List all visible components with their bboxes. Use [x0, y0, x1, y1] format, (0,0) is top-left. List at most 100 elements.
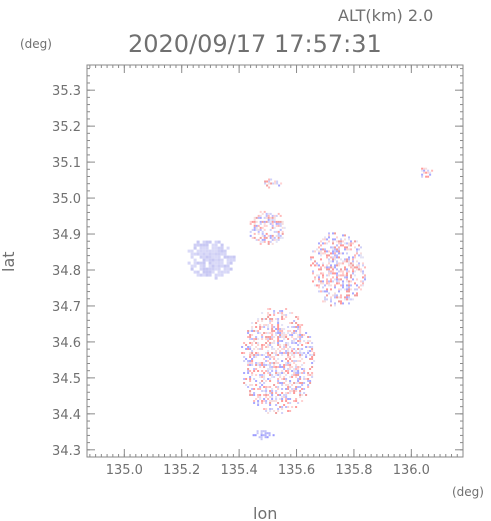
echo-cell — [273, 214, 276, 217]
echo-region-west-blob — [187, 240, 236, 280]
echo-cell — [276, 182, 279, 185]
echo-cell — [346, 284, 348, 287]
echo-cell — [293, 388, 296, 390]
echo-cell — [342, 240, 344, 243]
echo-cell — [279, 374, 282, 376]
echo-cell — [295, 326, 298, 328]
echo-cell — [301, 334, 304, 336]
echo-cell — [320, 272, 322, 275]
echo-cell — [352, 268, 354, 271]
echo-cell — [287, 370, 290, 372]
echo-cell — [289, 358, 292, 360]
echo-cell — [334, 304, 336, 307]
echo-cell — [271, 236, 274, 239]
echo-cell — [196, 249, 200, 253]
echo-cell — [241, 346, 244, 348]
echo-cell — [334, 296, 336, 299]
echo-cell — [269, 368, 272, 370]
echo-cell — [259, 228, 262, 231]
echo-cell — [253, 356, 256, 358]
echo-cell — [277, 348, 280, 350]
echo-cell — [295, 382, 298, 384]
echo-cell — [279, 340, 282, 342]
echo-cell — [226, 270, 230, 274]
echo-cell — [261, 384, 264, 386]
echo-cell — [283, 396, 286, 398]
echo-cell — [265, 408, 268, 410]
echo-cell — [350, 266, 352, 269]
echo-cell — [318, 246, 320, 249]
echo-cell — [352, 292, 354, 295]
echo-cell — [271, 366, 274, 368]
echo-cell — [196, 270, 200, 274]
echo-cell — [251, 328, 254, 330]
echo-cell — [277, 394, 280, 396]
echo-cell — [324, 248, 326, 251]
echo-cell — [340, 242, 342, 245]
echo-cell — [352, 258, 354, 261]
echo-cell — [297, 382, 300, 384]
echo-cell — [281, 366, 284, 368]
echo-cell — [311, 374, 314, 376]
echo-cell — [187, 249, 191, 253]
echo-cell — [249, 352, 252, 354]
echo-cell — [336, 274, 338, 277]
echo-cell — [356, 240, 358, 243]
echo-cell — [314, 250, 316, 253]
echo-cell — [263, 366, 266, 368]
echo-cell — [279, 376, 282, 378]
echo-cell — [277, 358, 280, 360]
echo-cell — [354, 266, 356, 269]
echo-cell — [205, 246, 209, 250]
echo-cell — [273, 384, 276, 386]
echo-cell — [279, 346, 282, 348]
echo-cell — [340, 258, 342, 261]
echo-cell — [348, 236, 350, 239]
echo-cell — [283, 372, 286, 374]
echo-cell — [344, 268, 346, 271]
echo-cell — [356, 284, 358, 287]
echo-cell — [352, 272, 354, 275]
echo-field — [187, 167, 434, 441]
echo-cell — [299, 396, 302, 398]
echo-cell — [318, 280, 320, 283]
echo-cell — [226, 258, 230, 262]
echo-cell — [275, 400, 278, 402]
echo-cell — [326, 266, 328, 269]
echo-cell — [285, 394, 288, 396]
echo-cell — [265, 236, 268, 239]
echo-cell — [332, 252, 334, 255]
echo-cell — [350, 284, 352, 287]
echo-cell — [257, 216, 260, 219]
echo-cell — [309, 380, 312, 382]
echo-cell — [285, 334, 288, 336]
echo-cell — [263, 358, 266, 360]
echo-cell — [289, 386, 292, 388]
echo-cell — [265, 396, 268, 398]
echo-cell — [293, 320, 296, 322]
plot-frame — [86, 64, 464, 458]
echo-cell — [281, 384, 284, 386]
echo-cell — [334, 246, 336, 249]
echo-cell — [356, 260, 358, 263]
echo-cell — [226, 264, 230, 268]
echo-cell — [342, 274, 344, 277]
echo-cell — [362, 280, 364, 283]
echo-cell — [299, 342, 302, 344]
echo-cell — [274, 182, 277, 185]
echo-cell — [324, 252, 326, 255]
echo-cell — [275, 240, 278, 243]
echo-cell — [279, 364, 282, 366]
echo-cell — [326, 238, 328, 241]
echo-cell — [332, 260, 334, 263]
echo-cell — [309, 336, 312, 338]
echo-cell — [259, 374, 262, 376]
echo-cell — [336, 254, 338, 257]
echo-cell — [259, 396, 262, 398]
echo-cell — [223, 267, 227, 271]
echo-cell — [291, 384, 294, 386]
echo-cell — [352, 264, 354, 267]
echo-cell — [291, 322, 294, 324]
echo-cell — [229, 255, 233, 259]
echo-cell — [338, 300, 340, 303]
